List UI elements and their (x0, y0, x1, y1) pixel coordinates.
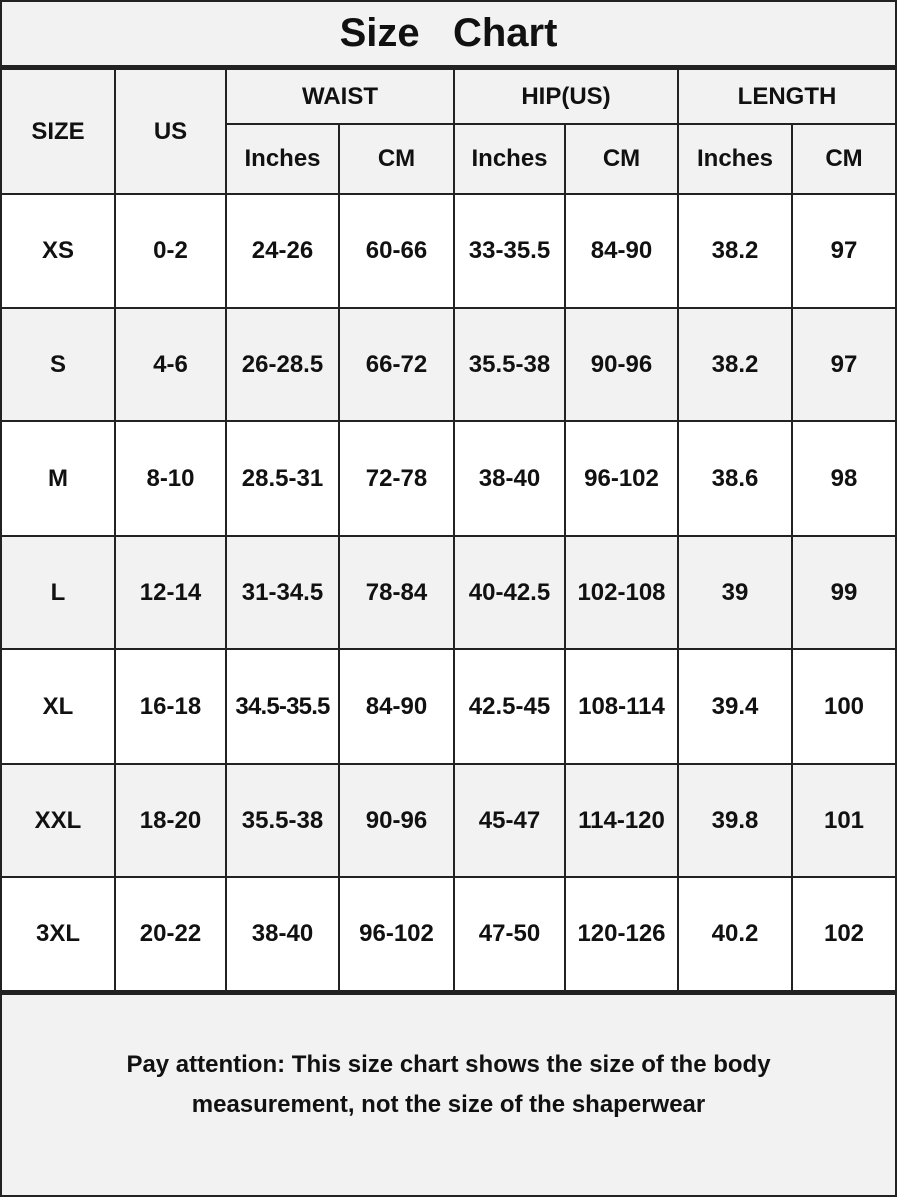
cell-waist-cm: 66-72 (338, 307, 455, 422)
cell-hip-cm: 120-126 (564, 876, 679, 992)
cell-hip-cm: 84-90 (564, 193, 679, 309)
header-size: SIZE (2, 68, 116, 195)
cell-len-cm: 97 (790, 307, 896, 422)
cell-hip-in: 47-50 (453, 876, 566, 992)
note-line-2: measurement, not the size of the shaperw… (191, 1090, 706, 1118)
header-waist: WAIST (225, 68, 455, 125)
cell-us: 8-10 (114, 420, 227, 537)
cell-waist-cm: 78-84 (338, 535, 455, 650)
header-hip-cm: CM (564, 123, 679, 195)
chart-title: Size Chart (2, 2, 895, 68)
cell-len-in: 39.4 (677, 648, 793, 765)
cell-len-in: 38.2 (677, 193, 793, 309)
cell-hip-in: 35.5-38 (453, 307, 566, 422)
cell-len-in: 39 (677, 535, 793, 650)
cell-hip-cm: 96-102 (564, 420, 679, 537)
cell-waist-cm: 84-90 (338, 648, 455, 765)
cell-us: 0-2 (114, 193, 227, 309)
cell-size: XL (2, 648, 116, 765)
cell-waist-cm: 90-96 (338, 763, 455, 878)
cell-len-cm: 98 (790, 420, 896, 537)
cell-waist-cm: 96-102 (338, 876, 455, 992)
table-row: L 12-14 31-34.5 78-84 40-42.5 102-108 39 99 (2, 535, 896, 650)
cell-hip-cm: 90-96 (564, 307, 679, 422)
cell-len-in: 39.8 (677, 763, 793, 878)
cell-hip-in: 42.5-45 (453, 648, 566, 765)
cell-size: XS (2, 193, 116, 309)
cell-waist-in: 35.5-38 (225, 763, 340, 878)
cell-waist-cm: 72-78 (338, 420, 455, 537)
cell-hip-cm: 108-114 (564, 648, 679, 765)
cell-len-cm: 101 (790, 763, 896, 878)
header-hip: HIP(US) (453, 68, 679, 125)
header-waist-cm: CM (338, 123, 455, 195)
cell-hip-in: 45-47 (453, 763, 566, 878)
cell-us: 4-6 (114, 307, 227, 422)
header-length-cm: CM (790, 123, 896, 195)
table-row: XXL 18-20 35.5-38 90-96 45-47 114-120 39.8 101 (2, 763, 896, 878)
header-row-groups: SIZE US WAIST HIP(US) LENGTH (2, 68, 896, 195)
cell-len-cm: 102 (790, 876, 896, 992)
cell-hip-cm: 114-120 (564, 763, 679, 878)
size-table: SIZE US WAIST HIP(US) LENGTH Inches CM I… (2, 68, 896, 992)
cell-size: L (2, 535, 116, 650)
header-waist-inches: Inches (226, 123, 340, 195)
cell-waist-in: 38-40 (225, 876, 340, 992)
table-row: XL 16-18 34.5-35.5 84-90 42.5-45 108-114 39.4 1… (2, 648, 896, 765)
cell-us: 16-18 (114, 648, 227, 765)
cell-hip-in: 38-40 (453, 420, 566, 537)
table-row: XS 0-2 24-26 60-66 33-35.5 84-90 38.2 97 (2, 193, 896, 309)
cell-waist-in: 26-28.5 (225, 307, 340, 422)
header-length-inches: Inches (677, 123, 793, 195)
cell-size: 3XL (2, 876, 116, 992)
cell-len-in: 40.2 (677, 876, 793, 992)
cell-size: M (2, 420, 116, 537)
cell-us: 20-22 (114, 876, 227, 992)
cell-size: S (2, 307, 116, 422)
cell-len-cm: 99 (790, 535, 896, 650)
cell-waist-in: 31-34.5 (225, 535, 340, 650)
table-row: S 4-6 26-28.5 66-72 35.5-38 90-96 38.2 97 (2, 307, 896, 422)
note-line-1: Pay attention: This size chart shows the… (126, 1050, 771, 1078)
cell-len-in: 38.6 (677, 420, 793, 537)
header-us: US (114, 68, 227, 195)
cell-len-cm: 97 (790, 193, 896, 309)
header-row-units: Inches CM Inches CM Inches CM (2, 123, 896, 195)
cell-waist-in: 34.5-35.5 (225, 648, 340, 765)
header-hip-inches: Inches (453, 123, 566, 195)
footer-note: Pay attention: This size chart shows the… (2, 992, 895, 1180)
cell-size: XXL (2, 763, 116, 878)
cell-waist-in: 24-26 (225, 193, 340, 309)
cell-waist-in: 28.5-31 (225, 420, 340, 537)
cell-hip-cm: 102-108 (564, 535, 679, 650)
cell-hip-in: 33-35.5 (453, 193, 566, 309)
cell-len-cm: 100 (790, 648, 896, 765)
cell-waist-cm: 60-66 (338, 193, 455, 309)
cell-hip-in: 40-42.5 (453, 535, 566, 650)
cell-len-in: 38.2 (677, 307, 793, 422)
table-row: 3XL 20-22 38-40 96-102 47-50 120-126 40.2 102 (2, 876, 896, 992)
cell-us: 18-20 (114, 763, 227, 878)
cell-us: 12-14 (114, 535, 227, 650)
header-length: LENGTH (676, 68, 896, 125)
table-row: M 8-10 28.5-31 72-78 38-40 96-102 38.6 98 (2, 420, 896, 537)
